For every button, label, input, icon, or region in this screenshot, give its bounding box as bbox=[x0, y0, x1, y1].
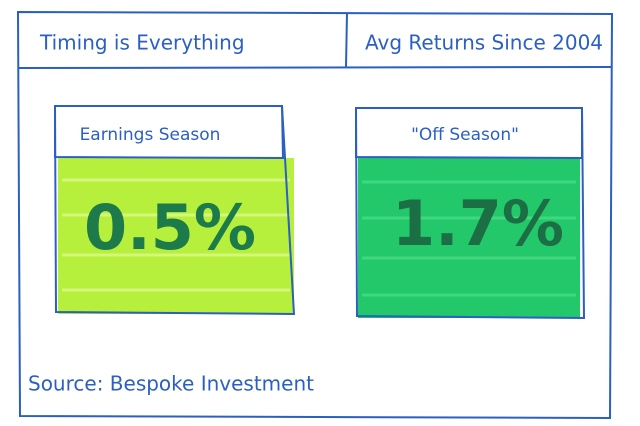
panel-fill bbox=[358, 158, 580, 318]
subtitle: Avg Returns Since 2004 bbox=[365, 31, 603, 55]
panel-box bbox=[54, 105, 296, 316]
panel-label: Earnings Season bbox=[80, 125, 221, 145]
header-rule bbox=[17, 66, 613, 69]
outer-frame bbox=[16, 10, 614, 420]
panel-fill bbox=[58, 158, 294, 314]
panel-box bbox=[355, 107, 586, 320]
highlighter-streaks bbox=[62, 178, 290, 292]
highlighter-streaks bbox=[362, 180, 576, 297]
title: Timing is Everything bbox=[39, 31, 245, 55]
panel-value: 0.5% bbox=[84, 191, 256, 264]
panel-value: 1.7% bbox=[392, 187, 564, 260]
panel-label: "Off Season" bbox=[411, 125, 519, 145]
header-divider bbox=[345, 12, 348, 68]
source: Source: Bespoke Investment bbox=[28, 372, 314, 396]
